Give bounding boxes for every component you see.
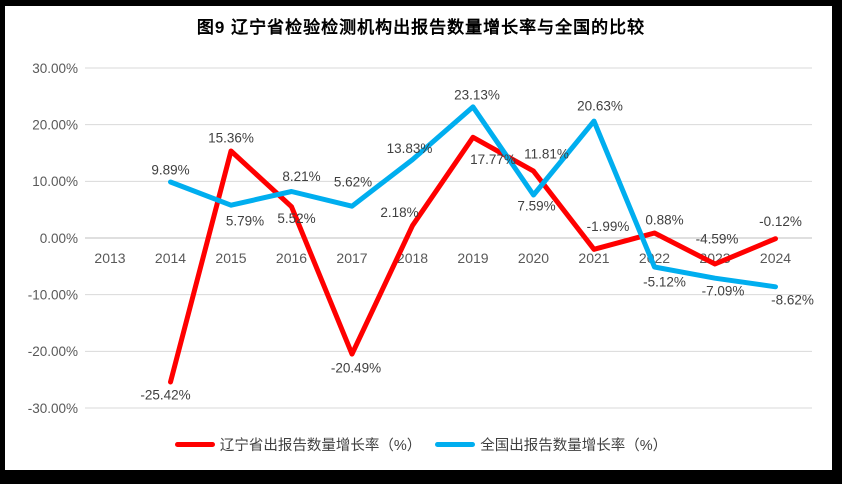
y-axis-tick-label: -10.00% <box>28 287 78 302</box>
data-label: -25.42% <box>140 388 190 403</box>
data-label: 20.63% <box>577 99 623 114</box>
legend-item-national: 全国出报告数量增长率（%） <box>435 434 667 455</box>
data-label: -4.59% <box>696 232 739 247</box>
data-label: -5.12% <box>643 275 686 290</box>
x-axis-tick-label: 2014 <box>155 250 186 266</box>
data-label: -7.09% <box>702 284 745 299</box>
y-axis-tick-label: -30.00% <box>28 401 78 416</box>
legend-line-swatch-red <box>174 442 215 447</box>
data-label: 5.62% <box>334 175 372 190</box>
x-axis-tick-label: 2021 <box>578 250 609 266</box>
x-axis-tick-label: 2018 <box>397 250 428 266</box>
data-label: 9.89% <box>151 162 189 177</box>
x-axis-tick-label: 2015 <box>215 250 246 266</box>
data-label: 11.81% <box>524 147 569 162</box>
data-label: 2.18% <box>380 205 418 220</box>
data-label: -20.49% <box>331 361 381 376</box>
y-axis-tick-label: -20.00% <box>28 344 78 359</box>
x-axis-tick-label: 2017 <box>336 250 367 266</box>
x-axis-tick-label: 2020 <box>518 250 549 266</box>
data-label: 5.52% <box>277 211 315 226</box>
y-axis-tick-label: 0.00% <box>40 231 78 246</box>
legend-label-liaoning: 辽宁省出报告数量增长率（%） <box>219 438 422 454</box>
data-label: 0.88% <box>645 213 683 228</box>
series-line-1 <box>168 104 778 290</box>
data-label: -8.62% <box>771 292 814 307</box>
data-label: 13.83% <box>387 141 433 156</box>
y-axis-tick-label: 10.00% <box>32 174 78 189</box>
legend-item-liaoning: 辽宁省出报告数量增长率（%） <box>174 434 422 455</box>
legend-label-national: 全国出报告数量增长率（%） <box>480 438 668 454</box>
x-axis-tick-label: 2024 <box>760 250 791 266</box>
data-label: -1.99% <box>587 219 630 234</box>
chart-title: 图9 辽宁省检验检测机构出报告数量增长率与全国的比较 <box>196 18 646 37</box>
x-axis-tick-label: 2016 <box>276 250 307 266</box>
data-label: 5.79% <box>226 214 264 229</box>
data-label: 8.21% <box>282 169 320 184</box>
y-axis-tick-label: 20.00% <box>32 117 78 132</box>
data-label: 15.36% <box>208 130 254 145</box>
data-label: 7.59% <box>517 198 555 213</box>
data-label: 23.13% <box>454 87 500 102</box>
x-axis-tick-label: 2019 <box>457 250 488 266</box>
y-axis-tick-label: 30.00% <box>32 61 78 76</box>
data-label: 17.77% <box>470 152 516 167</box>
x-axis-tick-label: 2013 <box>94 250 125 266</box>
series-line-0 <box>168 134 778 385</box>
chart-legend: 辽宁省出报告数量增长率（%） 全国出报告数量增长率（%） <box>0 434 842 455</box>
legend-line-swatch-blue <box>435 442 476 447</box>
data-label: -0.12% <box>759 214 802 229</box>
